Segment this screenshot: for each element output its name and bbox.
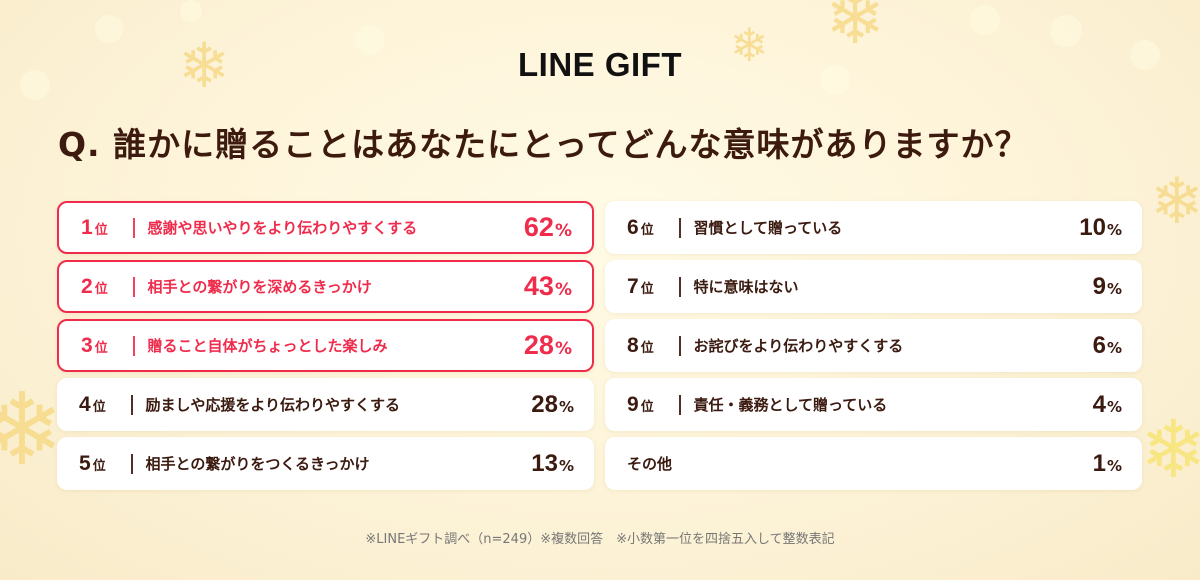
divider bbox=[679, 276, 681, 297]
percentage: 4% bbox=[1092, 390, 1122, 418]
percentage: 9% bbox=[1092, 272, 1122, 300]
snowflake-icon: ❄ bbox=[825, 0, 886, 60]
percentage: 1% bbox=[1092, 449, 1122, 477]
divider bbox=[133, 335, 135, 356]
divider bbox=[131, 453, 133, 474]
brand-logo: LINE GIFT bbox=[518, 46, 682, 83]
snowflake-icon: ❄ bbox=[730, 18, 769, 72]
percentage: 28% bbox=[523, 330, 572, 360]
snowflake-icon: ❄ bbox=[178, 29, 230, 102]
percentage: 13% bbox=[531, 449, 574, 477]
percentage: 10% bbox=[1079, 213, 1122, 241]
percentage: 6% bbox=[1092, 331, 1122, 359]
item-label: 励ましや応援をより伝わりやすくする bbox=[145, 396, 401, 414]
item-label: 特に意味はない bbox=[693, 278, 799, 296]
percentage: 62% bbox=[523, 212, 572, 242]
item-label: 習慣として贈っている bbox=[693, 219, 843, 237]
percentage: 43% bbox=[523, 271, 572, 301]
question-title: Q. 誰かに贈ることはあなたにとってどんな意味がありますか？ bbox=[58, 125, 1029, 164]
footnote: ※LINEギフト調べ（n=249）※複数回答 ※小数第一位を四捨五入して整数表記 bbox=[365, 532, 835, 547]
item-label: 贈ること自体がちょっとした楽しみ bbox=[147, 337, 388, 355]
divider bbox=[131, 394, 133, 415]
item-label: 責任・義務として贈っている bbox=[693, 396, 888, 414]
snowflake-icon: ❄ bbox=[1150, 165, 1200, 239]
snowflake-icon: ❄ bbox=[1140, 403, 1200, 496]
item-label: その他 bbox=[627, 455, 673, 473]
percentage: 28% bbox=[531, 390, 574, 418]
item-label: 相手との繋がりをつくるきっかけ bbox=[145, 455, 370, 473]
ranking-item-other: その他 1% bbox=[605, 437, 1142, 490]
item-label: お詫びをより伝わりやすくする bbox=[693, 337, 904, 355]
divider bbox=[133, 217, 135, 238]
item-label: 相手との繋がりを深めるきっかけ bbox=[147, 278, 372, 296]
divider bbox=[679, 394, 681, 415]
divider bbox=[679, 335, 681, 356]
item-label: 感謝や思いやりをより伝わりやすくする bbox=[147, 219, 418, 237]
divider bbox=[133, 276, 135, 297]
snowflake-icon: ❄ bbox=[0, 371, 64, 488]
divider bbox=[679, 217, 681, 238]
